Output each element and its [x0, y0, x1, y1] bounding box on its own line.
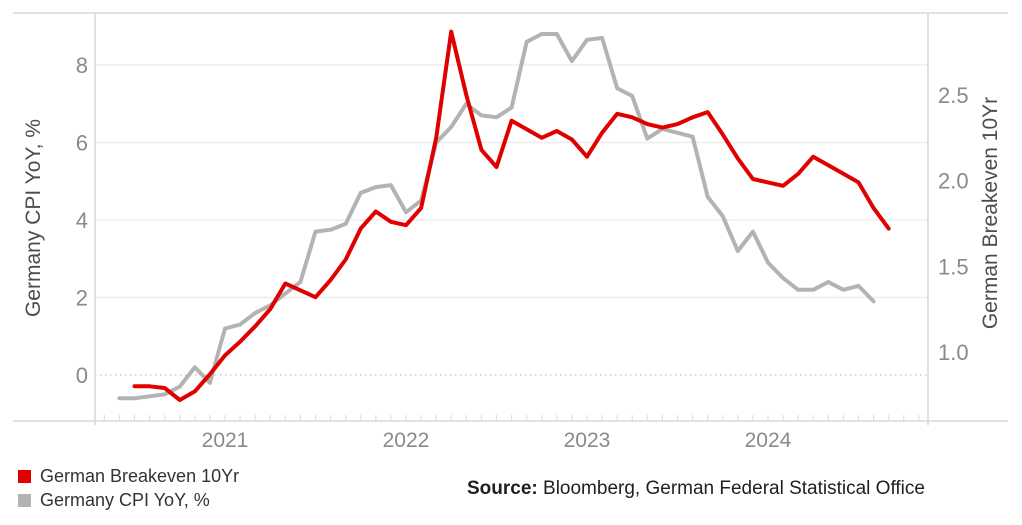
legend-item-breakeven: German Breakeven 10Yr: [18, 464, 239, 488]
right-tick-label: 1.5: [938, 254, 969, 279]
cpi-line: [117, 32, 876, 401]
right-tick-label: 2.5: [938, 83, 969, 108]
legend-item-cpi: Germany CPI YoY, %: [18, 488, 239, 512]
source-text: Bloomberg, German Federal Statistical Of…: [537, 478, 925, 499]
right-axis-title: German Breakeven 10Yr: [979, 96, 1002, 330]
legend-label-cpi: Germany CPI YoY, %: [40, 490, 210, 510]
left-axis-title: Germany CPI YoY, %: [22, 118, 45, 318]
legend: German Breakeven 10Yr Germany CPI YoY, %: [18, 464, 239, 512]
x-tick-label: 2024: [745, 429, 792, 452]
right-tick-label: 2.0: [938, 169, 969, 194]
left-tick-label: 2: [76, 286, 88, 311]
x-tick-label: 2021: [202, 429, 249, 452]
right-tick-label: 1.0: [938, 340, 969, 365]
left-tick-label: 8: [76, 53, 88, 78]
left-tick-label: 4: [76, 208, 88, 233]
breakeven-line: [132, 29, 891, 402]
plot-area: 8 6 4 2 0 2.5 2.0 1.5 1.0 2021 2022 2023 2024: [13, 12, 1008, 452]
legend-swatch-cpi-icon: [18, 493, 31, 507]
legend-swatch-breakeven-icon: [18, 469, 31, 483]
legend-label-breakeven: German Breakeven 10Yr: [40, 466, 240, 486]
source-label: Source:: [467, 478, 538, 499]
x-tick-label: 2022: [383, 429, 430, 452]
source-note: Source: Bloomberg, German Federal Statis…: [467, 478, 925, 500]
left-tick-label: 0: [76, 363, 88, 388]
x-tick-label: 2023: [564, 429, 611, 452]
left-tick-label: 6: [76, 131, 88, 156]
